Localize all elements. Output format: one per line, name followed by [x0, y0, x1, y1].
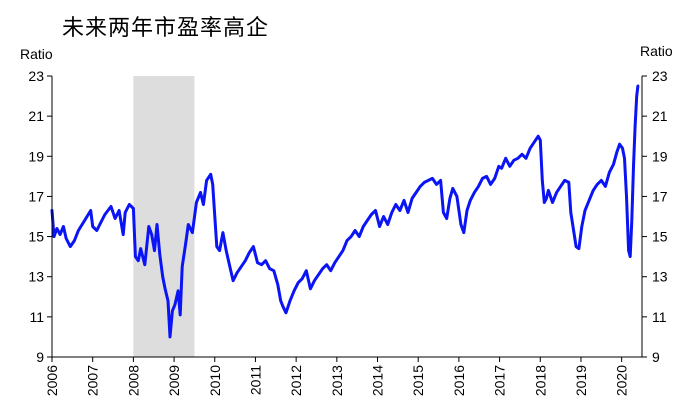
x-tick-label: 2012 — [288, 365, 304, 396]
shaded-region-0 — [133, 76, 195, 357]
y-tick-label-left: 11 — [29, 309, 44, 325]
x-tick-label: 2010 — [207, 365, 223, 396]
x-tick-label: 2007 — [85, 365, 101, 396]
y-tick-label-right: 13 — [652, 269, 668, 285]
x-tick-label: 2006 — [44, 365, 60, 396]
y-tick-label-left: 19 — [28, 148, 44, 164]
x-tick-label: 2017 — [492, 365, 508, 396]
x-tick-label: 2009 — [166, 365, 182, 396]
y-tick-label-left: 17 — [28, 188, 44, 204]
x-tick-label: 2014 — [370, 365, 386, 396]
shade-layer — [133, 76, 195, 357]
series-line-0 — [50, 84, 640, 339]
x-tick-label: 2008 — [125, 365, 141, 396]
y-tick-label-left: 13 — [28, 269, 44, 285]
y-tick-label-left: 9 — [36, 349, 44, 365]
x-tick-label: 2011 — [247, 365, 263, 395]
x-tick-label: 2015 — [410, 365, 426, 396]
text-layer: 9 9 11 11 13 13 15 15 17 17 19 19 21 21 23 23 Ratio Ratio… — [20, 43, 673, 396]
y-tick-label-left: 23 — [28, 68, 44, 84]
line-layer — [50, 84, 640, 339]
y-tick-label-right: 9 — [652, 349, 660, 365]
y-axis-label-left: Ratio — [20, 46, 53, 62]
chart-title: 未来两年市盈率高企 — [62, 16, 270, 41]
x-tick-label: 2018 — [532, 365, 548, 396]
axis-layer — [47, 75, 647, 362]
x-tick-label: 2020 — [614, 365, 630, 396]
y-tick-label-right: 15 — [652, 229, 668, 245]
y-tick-label-right: 19 — [652, 148, 668, 164]
y-tick-label-right: 11 — [652, 309, 667, 325]
x-tick-label: 2013 — [329, 365, 345, 396]
y-tick-label-right: 23 — [652, 68, 668, 84]
y-tick-label-right: 17 — [652, 188, 668, 204]
x-tick-label: 2019 — [573, 365, 589, 396]
y-tick-label-right: 21 — [652, 108, 668, 124]
y-tick-label-left: 15 — [28, 229, 44, 245]
y-axis-label-right: Ratio — [640, 43, 673, 59]
y-tick-label-left: 21 — [28, 108, 44, 124]
x-tick-label: 2016 — [451, 365, 467, 396]
